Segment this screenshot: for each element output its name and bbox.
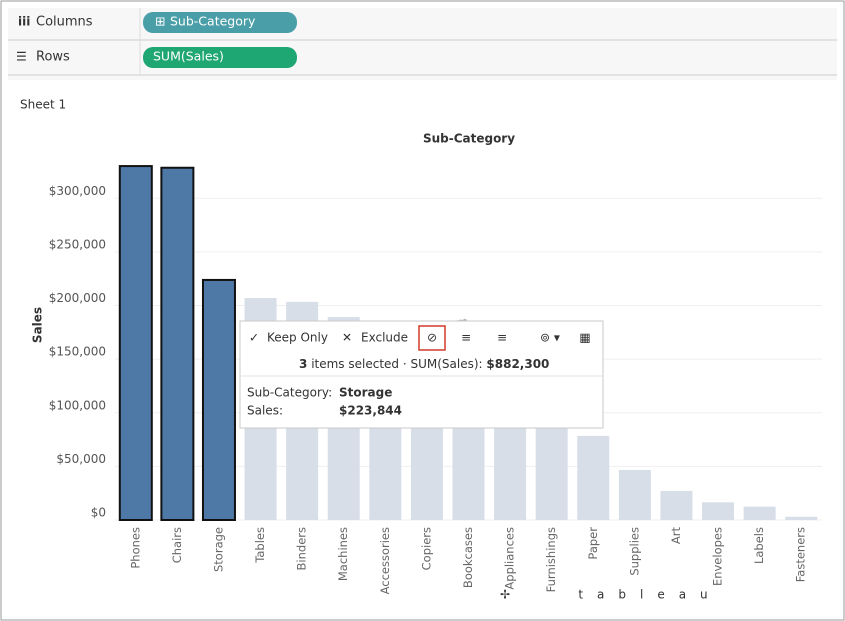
x-tick-label: Copiers — [419, 527, 433, 570]
x-tick-label: Paper — [586, 527, 600, 560]
x-tick-label: Supplies — [627, 527, 641, 576]
x-tick-label: Art — [669, 527, 683, 545]
selection-count: 3 — [299, 357, 307, 371]
y-tick-label: $0 — [91, 506, 106, 520]
view-data-button[interactable]: ▦ — [579, 331, 590, 345]
shelf-label: Rows — [36, 50, 70, 65]
y-tick-label: $300,000 — [49, 184, 106, 198]
field-value: $223,844 — [339, 404, 402, 418]
summary-text: items selected · SUM(Sales): — [311, 357, 482, 371]
selection-summary: 3 items selected · SUM(Sales): $882,300 — [299, 357, 549, 371]
y-axis-title: Sales — [31, 307, 45, 343]
x-tick-label: Phones — [128, 527, 142, 569]
x-tick-label: Storage — [211, 527, 225, 572]
bar[interactable] — [743, 506, 776, 520]
keep-only[interactable]: Keep Only — [267, 331, 328, 345]
y-tick-label: $50,000 — [56, 452, 106, 466]
x-tick-label: Furnishings — [544, 527, 558, 592]
bar[interactable] — [118, 165, 153, 522]
columns-pill[interactable] — [143, 12, 297, 33]
y-tick-label: $150,000 — [49, 345, 106, 359]
bar[interactable] — [618, 469, 651, 520]
bar[interactable] — [785, 516, 818, 520]
rows-pill[interactable] — [143, 47, 297, 68]
x-tick-label: Chairs — [170, 527, 184, 563]
check-icon: ✓ — [249, 331, 259, 345]
sort-asc-button[interactable]: ≡ — [461, 331, 471, 345]
bar[interactable] — [160, 166, 195, 522]
shelf-label: Columns — [36, 15, 93, 30]
x-tick-label: Appliances — [503, 527, 517, 590]
group-icon: ⊘ — [427, 331, 437, 345]
x-tick-label: Tables — [253, 527, 267, 564]
bar[interactable] — [201, 278, 236, 521]
group-button[interactable] — [418, 325, 446, 351]
y-tick-label: $200,000 — [49, 291, 106, 305]
x-tick-label: Accessories — [378, 527, 392, 594]
sort-desc-button[interactable]: ≡ — [497, 331, 507, 345]
exclude-icon: ✕ — [342, 331, 352, 345]
pill-label: SUM(Sales) — [153, 49, 224, 64]
rows-icon: ☰ — [16, 50, 27, 64]
bar[interactable] — [660, 490, 693, 520]
bar[interactable] — [535, 421, 568, 520]
logo-mark: ✢ — [500, 588, 510, 602]
field-name: Sub-Category: — [247, 386, 332, 400]
x-tick-label: Labels — [752, 527, 766, 564]
bar[interactable] — [702, 502, 735, 520]
summary-total: $882,300 — [486, 357, 549, 371]
y-tick-label: $250,000 — [49, 237, 106, 251]
set-button[interactable]: ⊚ ▾ — [540, 331, 560, 345]
field-name: Sales: — [247, 404, 283, 418]
sheet-title: Sheet 1 — [20, 98, 66, 112]
axis-title: Sub-Category — [423, 132, 515, 146]
x-tick-label: Machines — [336, 527, 350, 581]
bar[interactable] — [577, 435, 610, 520]
tooltip: ✓ Keep Only ✕ Exclude ⊘ ≡ ≡ ⊚ ▾ ▦ 3 item… — [239, 320, 604, 429]
logo: tableau — [578, 588, 721, 602]
pill-label: Sub-Category — [170, 14, 256, 29]
columns-icon: iii — [18, 15, 30, 29]
x-tick-label: Fasteners — [794, 527, 808, 582]
exclude[interactable]: Exclude — [361, 331, 408, 345]
x-tick-label: Bookcases — [461, 527, 475, 588]
pill-icon: ⊞ — [155, 14, 165, 29]
x-tick-label: Envelopes — [711, 527, 725, 586]
plot: $0 $50,000 $100,000 $150,000 $200,000 $250,00… — [49, 165, 822, 594]
field-value: Storage — [339, 386, 392, 400]
x-tick-label: Binders — [295, 527, 309, 570]
y-tick-label: $100,000 — [49, 398, 106, 412]
shelf-area — [8, 8, 837, 80]
